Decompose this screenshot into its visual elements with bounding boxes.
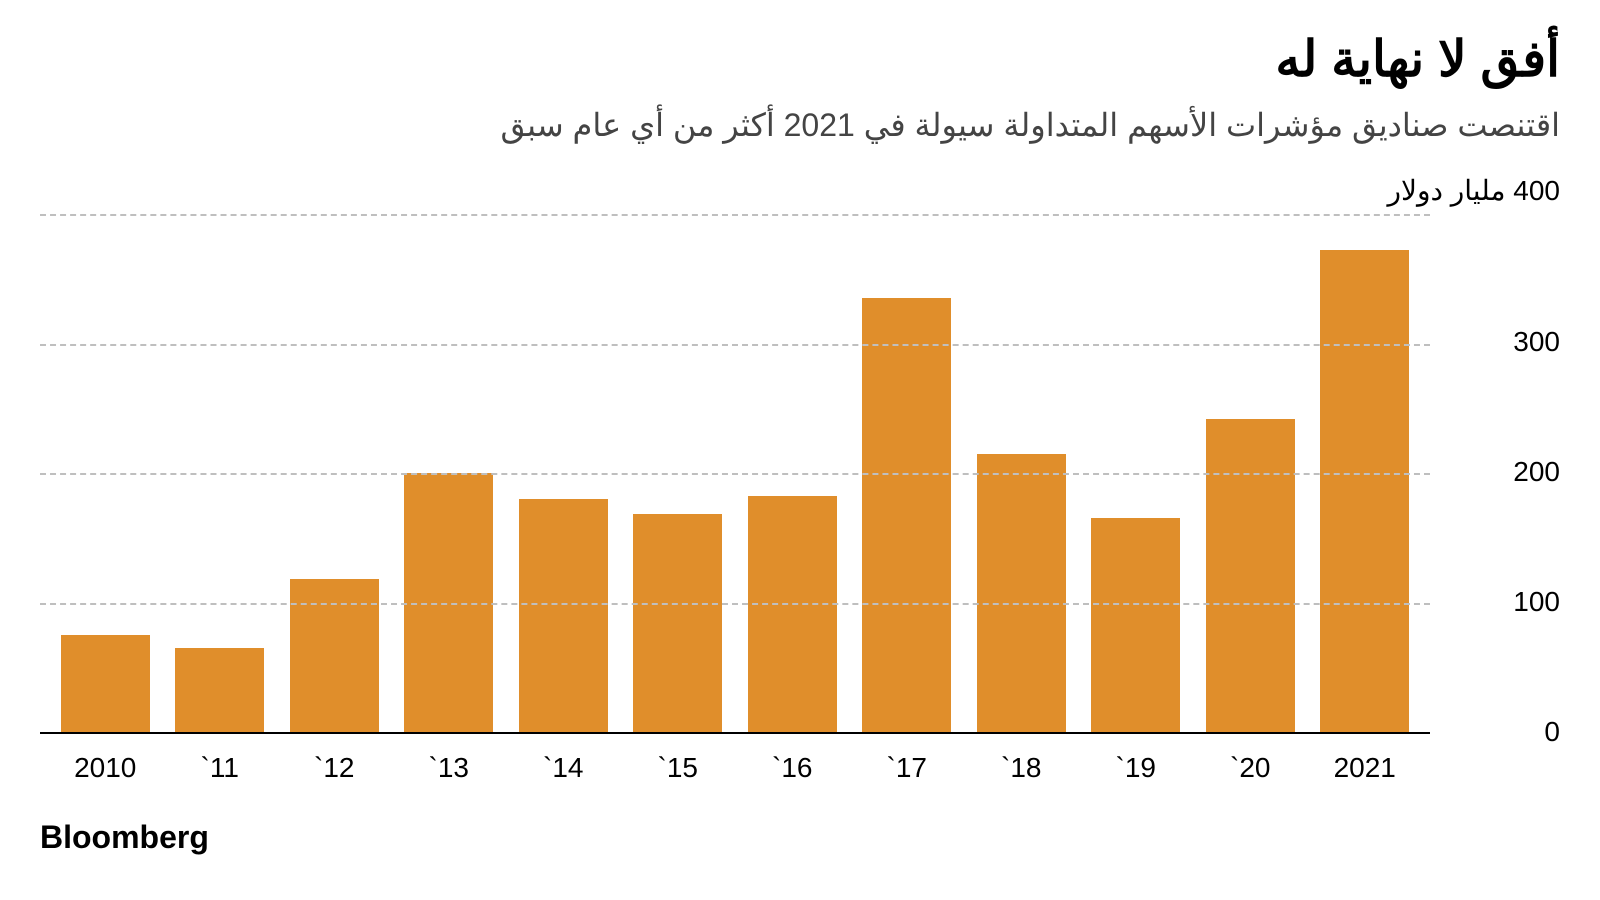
- y-axis-top-label: 400 مليار دولار: [1387, 174, 1560, 207]
- bar: [175, 648, 264, 732]
- gridline: [40, 214, 1430, 216]
- bar: [519, 499, 608, 732]
- chart-container: أفق لا نهاية له اقتنصت صناديق مؤشرات الأ…: [0, 0, 1600, 900]
- x-tick-label: `15: [621, 752, 736, 784]
- chart-title: أفق لا نهاية له: [40, 30, 1560, 88]
- x-tick-label: `18: [964, 752, 1079, 784]
- source-attribution: Bloomberg: [40, 819, 1560, 856]
- gridline: [40, 344, 1430, 346]
- x-tick-label: `19: [1079, 752, 1194, 784]
- y-tick-label: 300: [1440, 326, 1560, 358]
- x-tick-label: 2021: [1308, 752, 1423, 784]
- gridline: [40, 603, 1430, 605]
- x-tick-label: `20: [1193, 752, 1308, 784]
- y-tick-label: 100: [1440, 586, 1560, 618]
- bar: [977, 454, 1066, 732]
- x-tick-label: `12: [277, 752, 392, 784]
- x-tick-label: 2010: [48, 752, 163, 784]
- bar: [1320, 250, 1409, 732]
- gridline: [40, 473, 1430, 475]
- y-tick-label: 0: [1440, 716, 1560, 748]
- bar: [61, 635, 150, 732]
- bar: [1206, 419, 1295, 732]
- x-tick-label: `11: [163, 752, 278, 784]
- x-axis-labels: 2010`11`12`13`14`15`16`17`18`19`202021: [40, 752, 1430, 784]
- bar: [862, 298, 951, 732]
- x-tick-label: `17: [850, 752, 965, 784]
- plot-area: [40, 214, 1430, 734]
- chart-subtitle: اقتنصت صناديق مؤشرات الأسهم المتداولة سي…: [40, 106, 1560, 144]
- chart-area: 400 مليار دولار 0100200300 2010`11`12`13…: [40, 174, 1560, 734]
- bar: [748, 496, 837, 732]
- x-tick-label: `14: [506, 752, 621, 784]
- y-tick-label: 200: [1440, 456, 1560, 488]
- x-tick-label: `13: [392, 752, 507, 784]
- bar: [1091, 518, 1180, 732]
- x-tick-label: `16: [735, 752, 850, 784]
- bar: [633, 514, 722, 732]
